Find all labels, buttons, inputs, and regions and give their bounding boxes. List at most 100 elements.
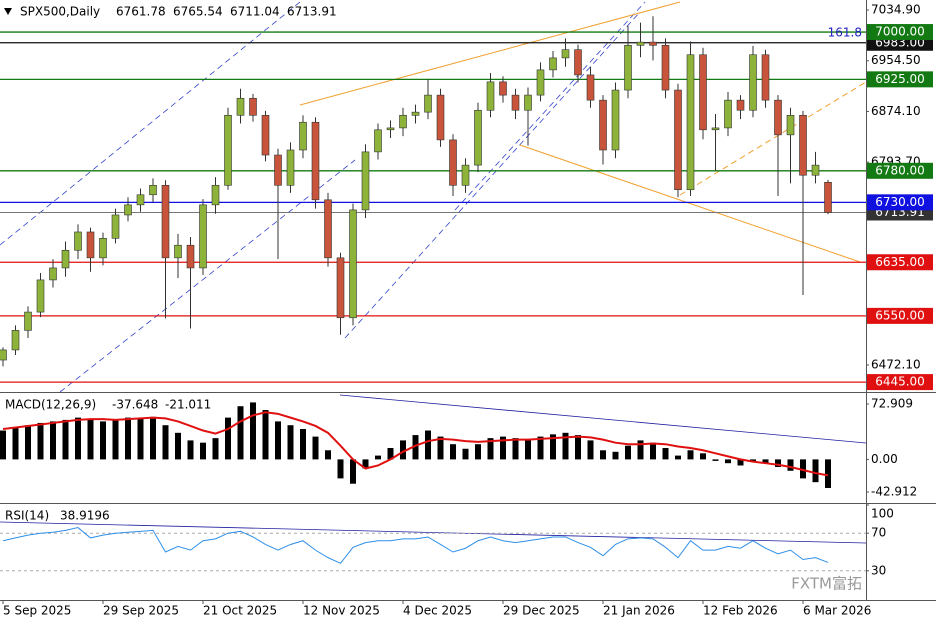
candle-body	[611, 89, 620, 151]
macd-bar	[425, 430, 431, 460]
candle-body	[811, 164, 820, 176]
x-tick-label: 6 Mar 2026	[803, 604, 871, 618]
candle-body	[436, 94, 445, 141]
macd-bar	[262, 410, 269, 460]
y-tick-label: 0.00	[871, 452, 898, 466]
macd-bar	[775, 459, 781, 467]
macd-bar	[500, 436, 506, 460]
y-tick-label: 6874.10	[871, 104, 921, 118]
macd-bar	[762, 459, 769, 464]
macd-bar	[787, 459, 794, 471]
channel-line	[454, 1, 646, 211]
candle-body	[424, 94, 432, 113]
ohlc-value: 6711.04	[230, 5, 280, 19]
candle-body	[61, 249, 70, 269]
macd-bar	[25, 425, 31, 460]
candle-body	[361, 151, 370, 211]
candle-body	[374, 129, 382, 153]
macd-bar	[387, 448, 394, 460]
y-tick-label: 72.909	[871, 397, 913, 411]
macd-bar	[200, 442, 206, 460]
level-box-bg	[867, 162, 933, 179]
macd-bar	[512, 438, 519, 460]
y-tick-label: 6472.10	[871, 358, 921, 372]
candle-body	[236, 97, 245, 116]
x-tick-label: 21 Jan 2026	[603, 604, 675, 618]
candle-body	[0, 349, 7, 361]
candle-body	[536, 69, 545, 96]
macd-bar	[187, 440, 194, 460]
level-label: 6445.00	[875, 375, 925, 389]
macd-bar	[450, 444, 456, 460]
macd-bar	[825, 459, 831, 488]
rsi-line	[2, 527, 829, 564]
candle-body	[461, 164, 470, 186]
candle-body	[574, 49, 582, 76]
candle-body	[686, 54, 695, 191]
macd-bar	[537, 436, 544, 460]
indicator-value: -21.011	[165, 398, 211, 412]
macd-bar	[562, 432, 569, 460]
level-box: 7000.00	[867, 24, 933, 41]
candle-body	[824, 181, 832, 213]
x-tick-label: 4 Dec 2025	[403, 604, 472, 618]
candle-body	[161, 185, 170, 259]
macd-bar	[162, 425, 169, 460]
candle-body	[624, 44, 632, 91]
macd-bar	[350, 459, 356, 484]
macd-bar	[650, 442, 656, 460]
candle-body	[549, 57, 557, 71]
candle-body	[636, 41, 645, 46]
candle-body	[761, 54, 770, 101]
indicator-value: 38.9196	[60, 509, 110, 523]
channel-line	[59, 159, 356, 393]
macd-bar	[412, 435, 419, 460]
level-box: 6925.00	[867, 71, 933, 88]
candle-body	[799, 114, 807, 176]
macd-bar	[400, 440, 406, 460]
macd-bar	[700, 453, 706, 460]
macd-bar	[362, 459, 369, 469]
macd-bar	[612, 451, 619, 460]
macd-bar	[75, 417, 81, 460]
macd-bar	[212, 438, 219, 460]
y-tick-label: 30	[871, 563, 886, 577]
collapse-icon[interactable]	[4, 8, 12, 15]
candle-body	[11, 330, 20, 351]
x-tick-label: 29 Sep 2025	[103, 604, 179, 618]
candle-body	[711, 127, 720, 131]
candle-body	[349, 209, 357, 319]
y-tick-label: -42.912	[871, 484, 917, 498]
macd-bar	[87, 419, 94, 460]
candle-body	[174, 244, 182, 259]
fib-annotation: 161.8	[828, 25, 862, 39]
macd-bar	[800, 459, 806, 479]
macd-bar	[112, 419, 119, 460]
candle-body	[399, 114, 407, 129]
frame	[0, 0, 936, 601]
x-tick-label: 5 Sep 2025	[3, 604, 71, 618]
y-tick-label: 70	[871, 526, 886, 540]
candle-body	[149, 185, 157, 196]
level-box: 6635.00	[867, 254, 933, 271]
candle-body	[36, 279, 45, 313]
macd-bar	[337, 459, 344, 479]
candle-body	[249, 97, 257, 116]
macd-bar	[250, 402, 256, 460]
candle-body	[99, 237, 107, 259]
candle-body	[386, 127, 395, 131]
candle-body	[499, 81, 507, 96]
candle-body	[49, 267, 57, 281]
level-box: 6730.00	[867, 194, 933, 211]
macd-bar	[37, 422, 44, 460]
candle-body	[561, 49, 570, 59]
level-box-bg	[867, 374, 933, 391]
macd-bar	[275, 421, 281, 460]
candle-body	[324, 199, 332, 259]
candle-body	[749, 54, 757, 111]
candle-body	[186, 244, 195, 269]
candle-body	[661, 44, 670, 91]
macd-bar	[462, 448, 469, 460]
level-box: 6550.00	[867, 307, 933, 324]
